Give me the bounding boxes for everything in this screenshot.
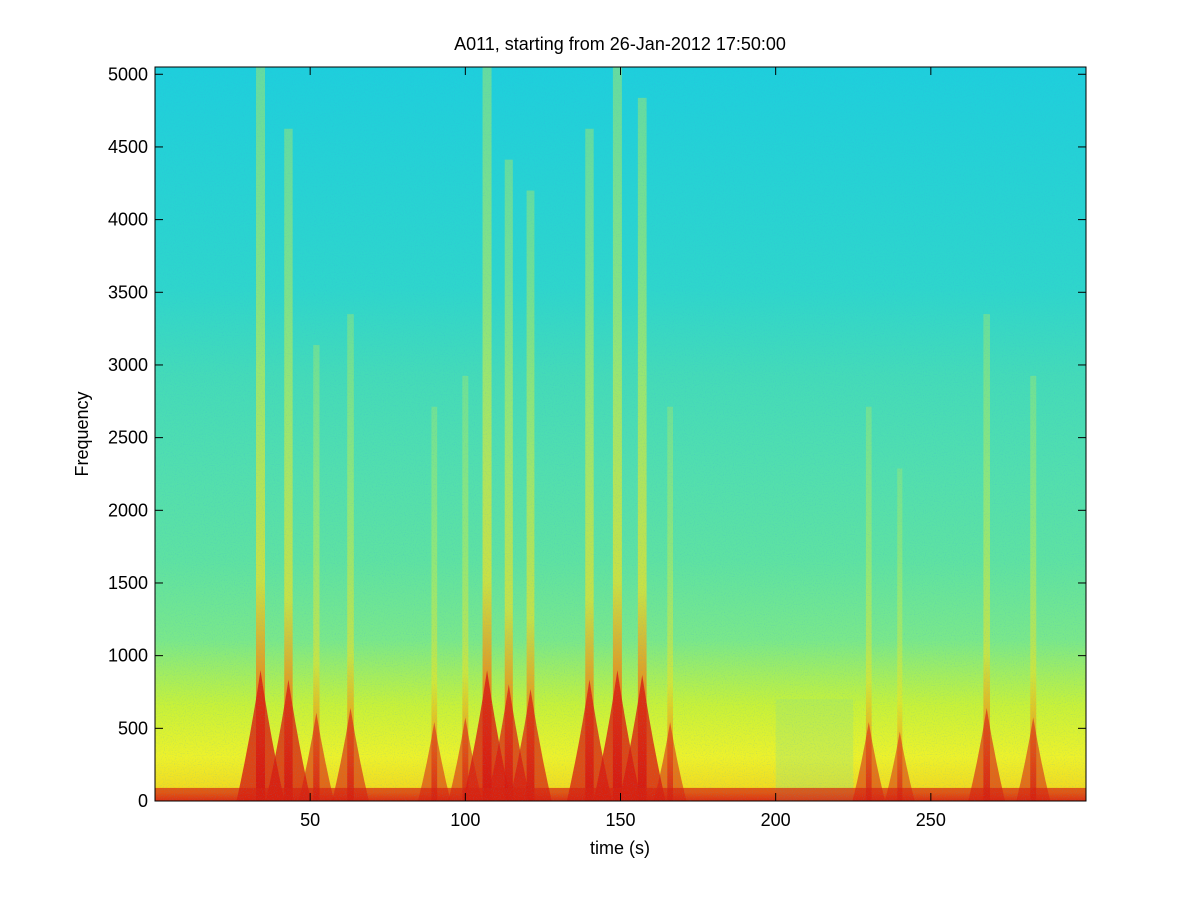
y-tick-label: 500 [118,718,148,738]
x-axis-label: time (s) [590,838,650,858]
x-tick-label: 100 [450,810,480,830]
x-tick-label: 150 [605,810,635,830]
noise-texture [155,67,1086,801]
y-tick-label: 1000 [108,646,148,666]
y-tick-label: 3000 [108,355,148,375]
y-tick-label: 4500 [108,137,148,157]
y-axis-ticks: 0 500 1000 1500 2000 2500 3000 3500 4000 4500 5000 [108,64,1086,811]
x-axis-ticks: 50 100 150 200 250 [300,67,946,830]
chart-title: A011, starting from 26-Jan-2012 17:50:00 [454,34,786,54]
y-tick-label: 2000 [108,500,148,520]
y-tick-label: 4000 [108,210,148,230]
y-tick-label: 1500 [108,573,148,593]
y-tick-label: 0 [138,791,148,811]
y-tick-label: 3500 [108,282,148,302]
x-tick-label: 200 [761,810,791,830]
x-tick-label: 250 [916,810,946,830]
x-tick-label: 50 [300,810,320,830]
plot-area [155,67,1086,801]
y-tick-label: 2500 [108,428,148,448]
y-tick-label: 5000 [108,64,148,84]
y-axis-label: Frequency [72,391,92,476]
